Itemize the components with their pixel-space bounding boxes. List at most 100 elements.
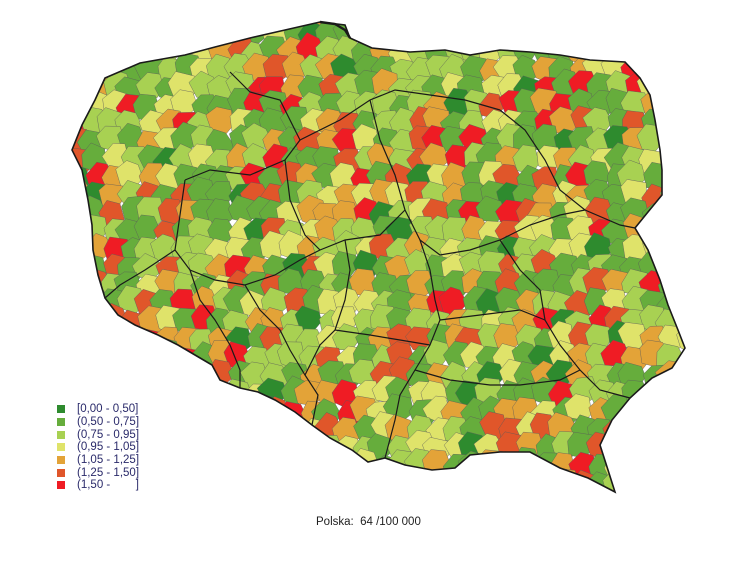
district-region — [625, 469, 653, 492]
district-region — [206, 452, 234, 479]
district-region — [373, 22, 400, 46]
district-region — [72, 201, 76, 230]
district-region — [674, 74, 685, 103]
legend-label: (1,05 - 1,25] — [77, 454, 140, 467]
district-region — [72, 305, 93, 334]
district-region — [421, 22, 449, 49]
voivodeship-border — [499, 109, 636, 229]
district-region — [404, 469, 433, 492]
legend-item: (0,75 - 0,95] — [57, 428, 139, 441]
district-region — [227, 448, 257, 478]
district-region — [623, 22, 654, 31]
district-region — [655, 22, 683, 46]
district-region — [205, 435, 236, 464]
district-region — [674, 143, 685, 173]
district-region — [443, 22, 471, 29]
legend-item: (1,50 - ] — [57, 479, 139, 492]
district-region — [72, 90, 92, 119]
district-region — [301, 452, 329, 485]
district-region — [386, 22, 415, 29]
district-region — [661, 161, 685, 189]
district-region — [677, 346, 685, 375]
legend-swatch — [57, 456, 65, 465]
district-region — [623, 431, 655, 458]
district-region — [72, 342, 73, 370]
district-region — [657, 40, 685, 68]
district-region — [672, 127, 685, 155]
district-region — [678, 274, 685, 300]
district-region — [81, 363, 113, 391]
district-region — [189, 430, 217, 458]
district-region — [655, 230, 685, 259]
district-region — [623, 415, 653, 443]
district-region — [419, 22, 449, 28]
district-region — [72, 322, 73, 350]
district-region — [151, 395, 181, 424]
district-region — [550, 468, 581, 492]
district-region — [78, 290, 108, 318]
district-region — [655, 396, 685, 426]
district-region — [280, 472, 310, 492]
district-region — [72, 22, 96, 48]
district-region — [642, 22, 672, 46]
district-region — [481, 23, 511, 52]
district-region — [72, 290, 73, 317]
district-region — [656, 107, 685, 136]
district-region — [567, 22, 598, 34]
district-region — [661, 201, 685, 230]
district-region — [637, 416, 667, 446]
legend-item: (1,05 - 1,25] — [57, 454, 139, 467]
legend-label: (1,25 - 1,50] — [77, 466, 140, 479]
district-region — [116, 347, 147, 375]
district-region — [673, 110, 685, 137]
district-region — [674, 257, 685, 285]
district-region — [43, 131, 71, 157]
district-region — [228, 430, 256, 459]
district-region — [79, 306, 107, 331]
district-regions — [43, 22, 685, 492]
district-region — [80, 37, 111, 64]
district-region — [455, 22, 485, 46]
district-region — [587, 22, 614, 48]
district-region — [72, 36, 91, 67]
district-region — [241, 468, 272, 492]
voivodeship-border — [244, 284, 319, 426]
district-region — [72, 92, 76, 122]
district-region — [676, 232, 685, 263]
district-region — [602, 22, 633, 33]
district-region — [458, 470, 488, 492]
district-region — [72, 38, 74, 68]
district-region — [72, 109, 75, 140]
voivodeship-border — [414, 369, 581, 386]
district-region — [72, 57, 79, 85]
district-region — [72, 165, 77, 195]
district-region — [207, 398, 236, 429]
district-region — [673, 52, 685, 81]
district-region — [676, 324, 685, 355]
district-region — [511, 22, 541, 26]
district-region — [637, 397, 668, 425]
district-region — [386, 22, 415, 46]
district-region — [72, 74, 90, 102]
district-region — [72, 22, 77, 29]
district-region — [679, 183, 685, 213]
district-region — [259, 22, 290, 31]
voivodeship-border — [369, 99, 586, 256]
district-region — [672, 22, 685, 27]
voivodeship-border — [284, 159, 321, 251]
voivodeship-border — [439, 309, 546, 321]
district-region — [492, 451, 523, 478]
district-region — [84, 22, 113, 27]
district-region — [228, 412, 257, 440]
district-region — [607, 435, 635, 464]
district-region — [660, 148, 685, 178]
district-region — [84, 345, 113, 375]
district-region — [72, 179, 76, 208]
district-region — [150, 380, 180, 410]
district-region — [618, 453, 649, 485]
district-region — [135, 394, 164, 424]
district-region — [638, 473, 667, 492]
district-region — [102, 22, 131, 50]
